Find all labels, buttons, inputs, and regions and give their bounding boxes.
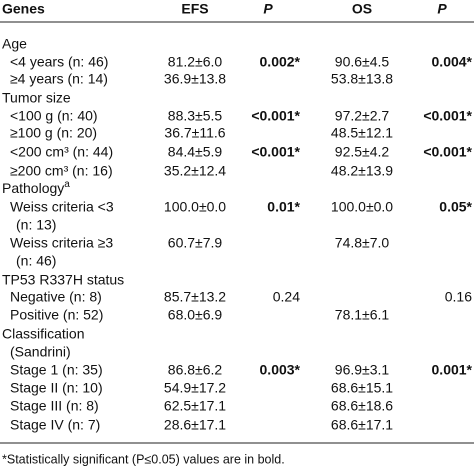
row-label: Stage IV (n: 7) (10, 417, 100, 433)
row-label: Stage II (n: 10) (10, 380, 103, 396)
label-text: Pathology (2, 180, 64, 196)
column-header: P (263, 1, 273, 17)
column-header: Genes (2, 1, 45, 17)
column-header: EFS (181, 1, 208, 17)
section-label: Tumor size (2, 90, 71, 106)
section-label: Classification (2, 326, 84, 342)
p-value: 0.01* (267, 199, 300, 215)
survival-value: 54.9±17.2 (164, 380, 226, 396)
survival-value: 100.0±0.0 (331, 199, 393, 215)
survival-value: 78.1±6.1 (335, 307, 390, 323)
row-label: Positive (n: 52) (10, 307, 103, 323)
survival-value: 97.2±2.7 (335, 108, 390, 124)
survival-value: 48.5±12.1 (331, 125, 393, 141)
survival-value: 68.0±6.9 (168, 307, 223, 323)
survival-value: 36.9±13.8 (164, 71, 226, 87)
survival-value: 90.6±4.5 (335, 54, 390, 70)
section-label: Age (2, 36, 27, 52)
row-label: <4 years (n: 46) (10, 54, 108, 70)
survival-value: 81.2±6.0 (168, 54, 223, 70)
p-value: <0.001* (251, 108, 300, 124)
p-value: 0.16 (445, 289, 472, 305)
survival-value: 88.3±5.5 (168, 108, 223, 124)
survival-value: 74.8±7.0 (335, 235, 390, 251)
survival-value: 92.5±4.2 (335, 144, 390, 160)
p-value: <0.001* (423, 108, 472, 124)
survival-value: 28.6±17.1 (164, 417, 226, 433)
survival-value: 62.5±17.1 (164, 398, 226, 414)
survival-value: 100.0±0.0 (164, 199, 226, 215)
survival-value: 53.8±13.8 (331, 71, 393, 87)
column-header: OS (352, 1, 372, 17)
section-label: (n: 13) (16, 217, 56, 233)
survival-value: 36.7±11.6 (164, 125, 225, 141)
row-label: ≥100 g (n: 20) (10, 125, 97, 141)
survival-value: 48.2±13.9 (331, 163, 393, 179)
row-label: Weiss criteria ≥3 (10, 235, 113, 251)
row-label: <200 cm³ (n: 44) (10, 144, 113, 160)
survival-value: 35.2±12.4 (164, 163, 226, 179)
survival-value: 84.4±5.9 (168, 144, 223, 160)
section-label: Pathologya (2, 179, 70, 196)
survival-value: 68.6±18.6 (331, 398, 393, 414)
survival-value: 86.8±6.2 (168, 362, 223, 378)
row-label: <100 g (n: 40) (10, 108, 98, 124)
row-label: ≥4 years (n: 14) (10, 71, 108, 87)
section-label: TP53 R337H status (2, 272, 124, 288)
p-value: 0.003* (260, 362, 301, 378)
p-value: 0.05* (439, 199, 472, 215)
p-value: 0.001* (432, 362, 473, 378)
survival-value: 60.7±7.9 (168, 235, 223, 251)
row-label: Negative (n: 8) (10, 289, 102, 305)
row-label: Weiss criteria <3 (10, 199, 114, 215)
column-header: P (437, 1, 447, 17)
survival-value: 68.6±17.1 (331, 417, 393, 433)
row-label: Stage 1 (n: 35) (10, 362, 103, 378)
p-value: <0.001* (251, 144, 300, 160)
survival-value: 68.6±15.1 (331, 380, 393, 396)
superscript: a (64, 179, 70, 190)
p-value: 0.24 (273, 289, 300, 305)
p-value: 0.004* (432, 54, 473, 70)
survival-value: 85.7±13.2 (164, 289, 226, 305)
row-label: ≥200 cm³ (n: 16) (10, 163, 113, 179)
section-label: (Sandrini) (10, 344, 71, 360)
survival-value: 96.9±3.1 (335, 362, 390, 378)
section-label: (n: 46) (16, 253, 56, 269)
p-value: 0.002* (260, 54, 301, 70)
p-value: <0.001* (423, 144, 472, 160)
row-label: Stage III (n: 8) (10, 398, 99, 414)
footnote: *Statistically significant (P≤0.05) valu… (2, 452, 285, 466)
